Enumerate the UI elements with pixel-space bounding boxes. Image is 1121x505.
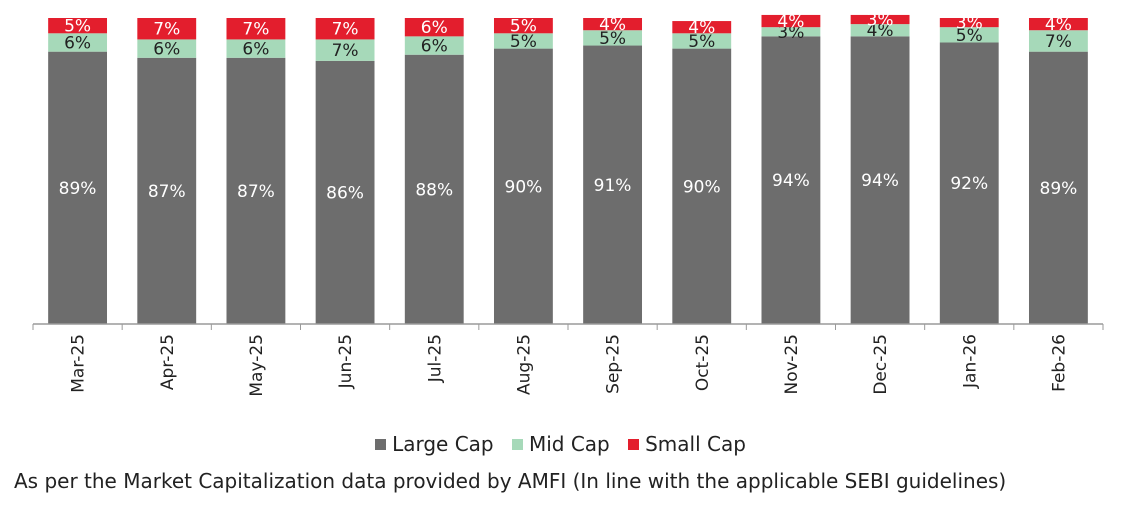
x-axis-tick-label: Feb-26 bbox=[1049, 334, 1069, 392]
x-axis-tick-label: Oct-25 bbox=[693, 334, 713, 391]
bar-segment-small-cap bbox=[850, 14, 910, 25]
bar-segment-small-cap bbox=[404, 18, 464, 37]
stacked-bar-chart: 89%6%5%Mar-2587%6%7%Apr-2587%6%7%May-258… bbox=[32, 11, 1104, 397]
bar-segment-small-cap bbox=[226, 18, 286, 40]
bar-segment-large-cap bbox=[226, 57, 286, 324]
data-label-mid-cap: 6% bbox=[242, 40, 269, 60]
bar-segment-large-cap bbox=[48, 51, 108, 324]
bar-segment-small-cap bbox=[583, 18, 643, 31]
bar-segment-mid-cap bbox=[315, 39, 375, 61]
bar-segment-large-cap bbox=[939, 42, 999, 324]
bar-segment-mid-cap bbox=[493, 33, 553, 49]
data-label-mid-cap: 5% bbox=[956, 26, 983, 46]
data-label-small-cap: 3% bbox=[956, 14, 983, 34]
bar-segment-mid-cap bbox=[672, 33, 732, 49]
bar-segment-large-cap bbox=[672, 48, 732, 324]
bar-segment-large-cap bbox=[850, 36, 910, 325]
bar-segment-large-cap bbox=[493, 48, 553, 324]
x-axis-tick-label: Jan-26 bbox=[960, 334, 980, 389]
data-label-small-cap: 4% bbox=[777, 12, 804, 32]
data-label-mid-cap: 6% bbox=[153, 40, 180, 60]
legend-swatch-large-cap bbox=[375, 439, 387, 450]
data-label-small-cap: 6% bbox=[421, 18, 448, 38]
data-label-small-cap: 5% bbox=[64, 17, 91, 37]
x-axis-tick-label: Dec-25 bbox=[871, 334, 891, 395]
x-axis-tick-label: Apr-25 bbox=[158, 334, 178, 390]
footnote: As per the Market Capitalization data pr… bbox=[14, 469, 1007, 493]
bar-segment-small-cap bbox=[672, 21, 732, 34]
bar-segment-large-cap bbox=[404, 54, 464, 324]
bar-segment-large-cap bbox=[1028, 51, 1088, 324]
bar-segment-mid-cap bbox=[226, 39, 286, 58]
bar-segment-small-cap bbox=[939, 18, 999, 28]
bar-segment-small-cap bbox=[1028, 18, 1088, 31]
data-label-small-cap: 7% bbox=[332, 20, 359, 40]
data-label-small-cap: 4% bbox=[1045, 15, 1072, 35]
x-axis-tick-label: Mar-25 bbox=[69, 334, 89, 393]
bar-segment-mid-cap bbox=[850, 24, 910, 37]
legend-label-large-cap: Large Cap bbox=[392, 432, 494, 456]
bar-segment-large-cap bbox=[315, 60, 375, 325]
bar-segment-mid-cap bbox=[583, 30, 643, 46]
data-label-small-cap: 4% bbox=[688, 18, 715, 38]
data-label-mid-cap: 5% bbox=[510, 32, 537, 52]
data-label-large-cap: 91% bbox=[594, 176, 632, 196]
data-label-mid-cap: 6% bbox=[64, 33, 91, 53]
legend-item-small-cap[interactable]: Small Cap bbox=[628, 432, 746, 456]
data-label-large-cap: 86% bbox=[326, 183, 364, 203]
bar-segment-mid-cap bbox=[939, 27, 999, 43]
data-label-large-cap: 92% bbox=[950, 174, 988, 194]
data-label-large-cap: 87% bbox=[237, 182, 275, 202]
legend-label-mid-cap: Mid Cap bbox=[528, 432, 610, 456]
bar-segment-large-cap bbox=[583, 45, 643, 324]
data-label-small-cap: 7% bbox=[242, 20, 269, 40]
data-label-large-cap: 88% bbox=[415, 180, 453, 200]
data-label-mid-cap: 7% bbox=[1045, 32, 1072, 52]
x-axis-tick-label: Aug-25 bbox=[514, 334, 534, 395]
data-label-mid-cap: 7% bbox=[332, 41, 359, 61]
legend-item-large-cap[interactable]: Large Cap bbox=[375, 432, 494, 456]
data-label-large-cap: 94% bbox=[772, 171, 810, 191]
data-label-large-cap: 90% bbox=[505, 177, 543, 197]
data-label-small-cap: 5% bbox=[510, 17, 537, 37]
data-label-large-cap: 94% bbox=[861, 171, 899, 191]
bar-segment-large-cap bbox=[137, 57, 197, 324]
bar-segment-mid-cap bbox=[761, 27, 821, 37]
data-label-large-cap: 89% bbox=[1040, 179, 1078, 199]
legend-swatch-small-cap bbox=[628, 439, 640, 450]
bar-segment-small-cap bbox=[493, 18, 553, 34]
legend-swatch-mid-cap bbox=[511, 439, 523, 450]
data-label-large-cap: 87% bbox=[148, 182, 186, 202]
data-label-mid-cap: 6% bbox=[421, 37, 448, 57]
bar-segment-small-cap bbox=[48, 18, 108, 34]
bar-segment-small-cap bbox=[761, 14, 821, 28]
data-label-large-cap: 89% bbox=[59, 179, 97, 199]
bar-segment-small-cap bbox=[315, 18, 375, 40]
chart-legend: Large Cap Mid Cap Small Cap bbox=[0, 432, 1121, 456]
bar-segment-mid-cap bbox=[48, 33, 108, 52]
data-label-small-cap: 7% bbox=[153, 20, 180, 40]
bar-segment-mid-cap bbox=[137, 39, 197, 58]
data-label-small-cap: 3% bbox=[867, 11, 894, 31]
x-axis-tick-label: Jul-25 bbox=[425, 334, 445, 383]
bar-segment-mid-cap bbox=[404, 36, 464, 55]
x-axis-tick-label: May-25 bbox=[247, 334, 267, 397]
data-label-mid-cap: 5% bbox=[688, 32, 715, 52]
data-label-large-cap: 90% bbox=[683, 177, 721, 197]
data-label-mid-cap: 3% bbox=[777, 23, 804, 43]
x-axis-tick-label: Sep-25 bbox=[604, 334, 624, 394]
data-label-mid-cap: 5% bbox=[599, 29, 626, 49]
bar-segment-large-cap bbox=[761, 36, 821, 325]
bar-segment-mid-cap bbox=[1028, 30, 1088, 52]
legend-item-mid-cap[interactable]: Mid Cap bbox=[511, 432, 610, 456]
data-label-small-cap: 4% bbox=[599, 15, 626, 35]
bar-segment-small-cap bbox=[137, 18, 197, 40]
x-axis-tick-label: Nov-25 bbox=[782, 334, 802, 395]
data-label-mid-cap: 4% bbox=[867, 21, 894, 41]
x-axis-tick-label: Jun-25 bbox=[336, 334, 356, 389]
legend-label-small-cap: Small Cap bbox=[645, 432, 746, 456]
